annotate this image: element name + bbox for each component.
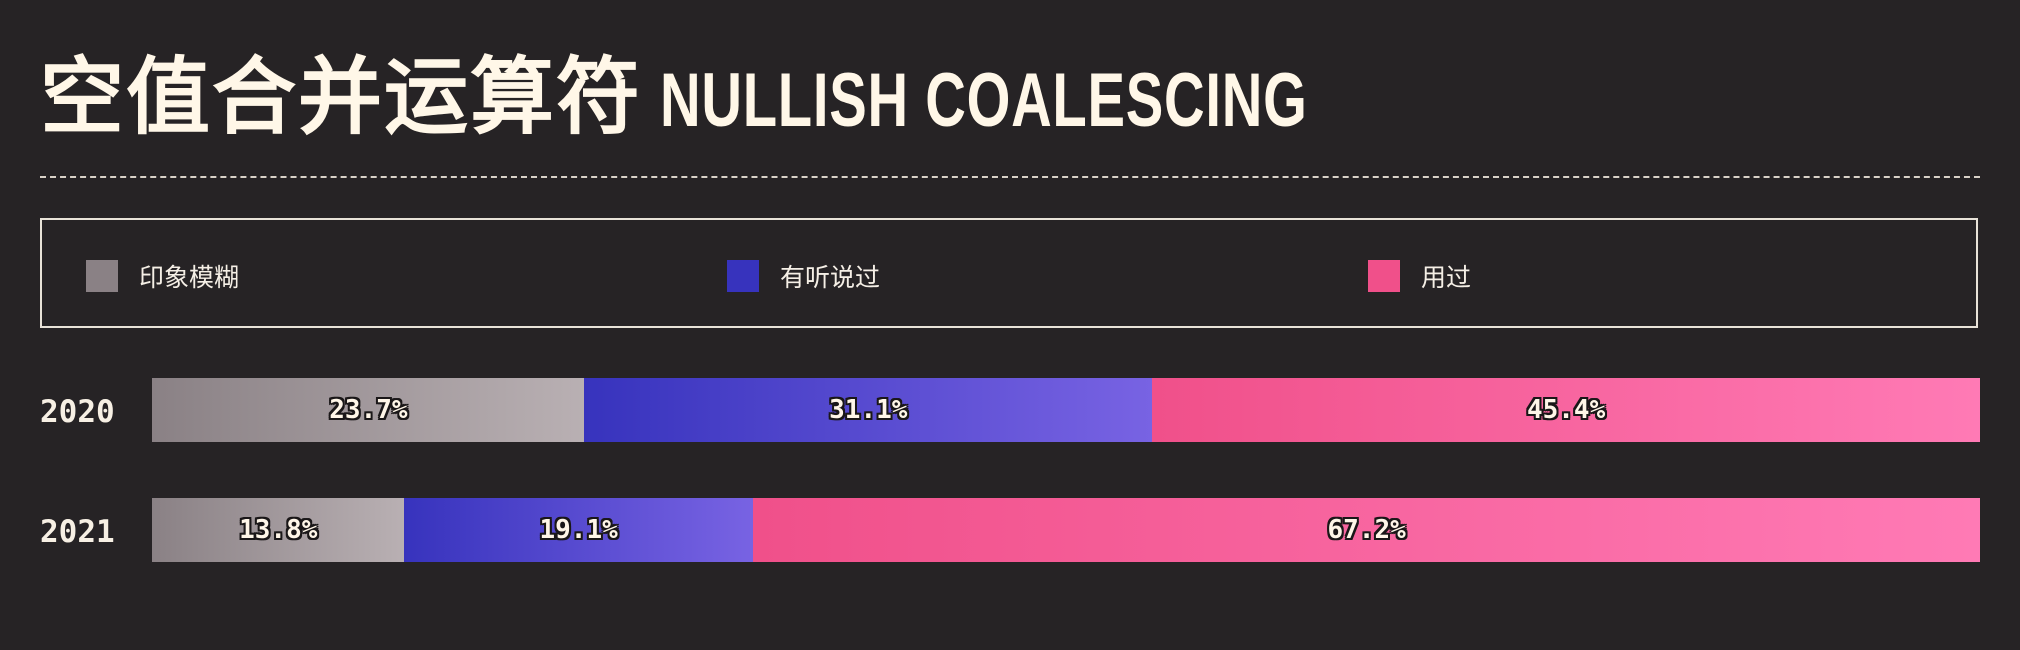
- legend-label-1: 有听说过: [780, 263, 881, 292]
- title-divider: [40, 176, 1980, 178]
- legend-swatch-0: [86, 260, 118, 292]
- bar-segment-2021-2[interactable]: 67.2%: [752, 498, 1981, 562]
- bar-value-label-2021-0: 13.8%: [239, 515, 318, 545]
- bar-value-label-2020-2: 45.4%: [1526, 395, 1606, 425]
- legend-item-0[interactable]: 印象模糊: [86, 258, 239, 294]
- bar-value-label-2020-0: 23.7%: [329, 395, 408, 425]
- row-label-2020: 2020: [40, 394, 115, 430]
- legend-swatch-2: [1368, 260, 1400, 292]
- bar-row-2021: 13.8% 19.1% 67.2%: [152, 498, 1981, 562]
- legend-swatch-1: [727, 260, 759, 292]
- bar-value-label-2020-1: 31.1%: [829, 395, 908, 425]
- legend-label-2: 用过: [1421, 263, 1472, 292]
- bar-value-label-2021-1: 19.1%: [539, 515, 618, 545]
- bar-row-2020: 23.7% 31.1% 45.4%: [152, 378, 1981, 442]
- row-label-2021: 2021: [40, 514, 115, 550]
- legend-item-1[interactable]: 有听说过: [727, 258, 880, 294]
- bar-value-label-2021-2: 67.2%: [1327, 515, 1406, 545]
- chart-title-en: NULLISH COALESCING: [660, 58, 1308, 143]
- bar-segment-2021-0[interactable]: 13.8%: [152, 498, 405, 562]
- bar-segment-2020-0[interactable]: 23.7%: [152, 378, 585, 442]
- bar-segment-2021-1[interactable]: 19.1%: [404, 498, 754, 562]
- legend: 印象模糊 有听说过 用过: [40, 218, 1978, 328]
- bar-segment-2020-1[interactable]: 31.1%: [584, 378, 1153, 442]
- chart-title-zh: 空值合并运算符: [40, 48, 643, 146]
- legend-label-0: 印象模糊: [139, 263, 240, 292]
- chart-title: 空值合并运算符 NULLISH COALESCING: [40, 30, 1535, 151]
- bar-segment-2020-2[interactable]: 45.4%: [1151, 378, 1981, 442]
- legend-item-2[interactable]: 用过: [1368, 258, 1471, 294]
